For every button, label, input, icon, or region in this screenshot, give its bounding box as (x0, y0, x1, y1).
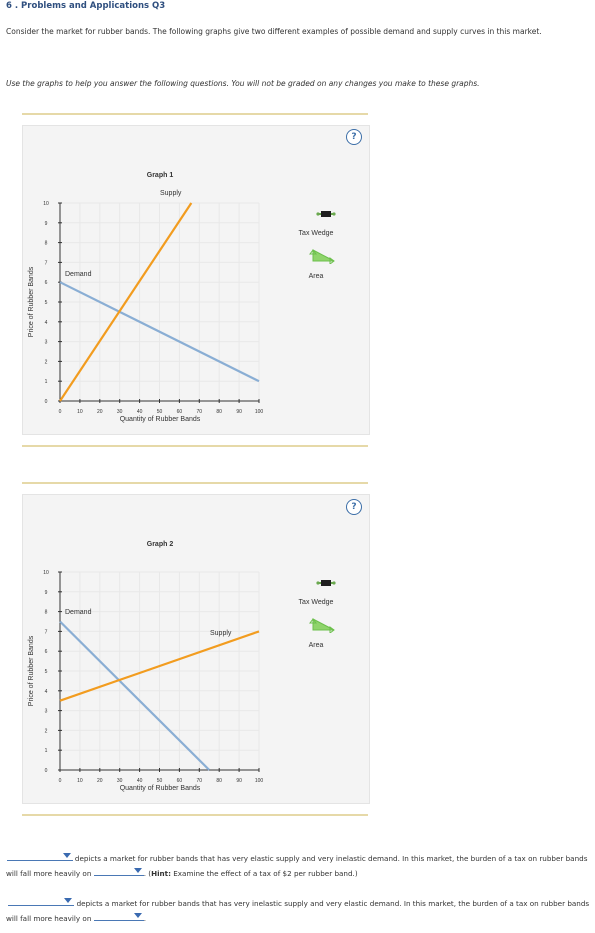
curve-label-supply: Supply (210, 630, 232, 637)
curve-label-supply: Supply (160, 190, 182, 197)
y-tick-label: 8 (45, 241, 48, 247)
x-tick-label: 40 (137, 409, 143, 415)
x-tick-label: 50 (157, 409, 163, 415)
tax-wedge-label: Tax Wedge (298, 599, 334, 606)
curve-label-demand: Demand (65, 271, 92, 278)
y-tick-label: 3 (45, 709, 48, 715)
question-2: depicts a market for rubber bands that h… (6, 896, 591, 926)
divider (22, 113, 368, 115)
chevron-down-icon (64, 898, 73, 903)
chevron-down-icon (62, 853, 71, 858)
y-tick-label: 5 (45, 300, 48, 306)
y-tick-label: 1 (45, 379, 48, 385)
x-tick-label: 80 (216, 778, 222, 784)
graph-1-plot[interactable]: 0 10 20 30 40 50 60 70 80 90 100 0 1 2 3 4 5 6 7 8 9 10 Demand… (23, 126, 369, 434)
y-tick-label: 10 (43, 570, 49, 576)
curve-demand (59, 620, 211, 771)
chevron-down-icon (133, 868, 142, 873)
y-tick-label: 8 (45, 610, 48, 616)
area-label: Area (308, 642, 324, 649)
y-tick-label: 10 (43, 201, 49, 207)
x-tick-label: 70 (197, 778, 203, 784)
graph-title: Graph 2 (147, 541, 174, 548)
y-axis-label: Price of Rubber Bands (28, 635, 35, 706)
graph-title: Graph 1 (147, 172, 174, 179)
x-tick-label: 90 (236, 409, 242, 415)
green-triangle-icon[interactable] (303, 248, 349, 265)
y-tick-label: 5 (45, 669, 48, 675)
x-tick-label: 80 (216, 409, 222, 415)
x-tick-label: 60 (177, 778, 183, 784)
y-tick-label: 4 (45, 320, 48, 326)
burden-select-1[interactable] (93, 866, 144, 876)
y-tick-label: 9 (45, 221, 48, 227)
x-tick-label: 0 (59, 778, 62, 784)
area-label: Area (308, 273, 324, 280)
y-tick-label: 6 (45, 649, 48, 655)
divider (22, 814, 368, 816)
y-tick-label: 1 (45, 748, 48, 754)
y-axis-label: Price of Rubber Bands (28, 266, 35, 337)
x-tick-label: 0 (59, 409, 62, 415)
x-tick-label: 70 (197, 409, 203, 415)
divider (22, 482, 368, 484)
y-tick-label: 7 (45, 260, 48, 266)
curve-demand (59, 281, 260, 383)
instructions-text: Use the graphs to help you answer the fo… (6, 79, 480, 88)
question-2-end: . (143, 914, 146, 923)
tax-wedge-tool[interactable] (303, 206, 349, 220)
y-tick-label: 0 (45, 768, 48, 774)
question-1-text: depicts a market for rubber bands that h… (6, 854, 588, 878)
green-triangle-icon[interactable] (303, 617, 349, 634)
x-tick-label: 60 (177, 409, 183, 415)
curve-supply (59, 202, 193, 402)
x-axis-label: Quantity of Rubber Bands (120, 416, 201, 423)
x-tick-label: 50 (157, 778, 163, 784)
graph-select-2[interactable] (8, 896, 75, 906)
area-tool[interactable] (303, 617, 349, 634)
tax-wedge-tool[interactable] (303, 575, 349, 589)
hint-text: Examine the effect of a tax of $2 per ru… (170, 869, 358, 878)
x-tick-label: 20 (97, 778, 103, 784)
x-tick-label: 30 (117, 778, 123, 784)
x-tick-label: 100 (255, 778, 264, 784)
page-title: 6 . Problems and Applications Q3 (6, 1, 166, 11)
graph-panel-1[interactable]: ? 0 10 20 30 40 50 60 70 80 90 100 0 1 2 3 4 5 6 7 8 9 10 Dema… (22, 125, 370, 435)
intro-text: Consider the market for rubber bands. Th… (6, 27, 542, 36)
y-tick-label: 2 (45, 728, 48, 734)
graph-2-plot[interactable]: 0 10 20 30 40 50 60 70 80 90 100 0 1 2 3 4 5 6 7 8 9 10 Demand… (23, 495, 369, 803)
x-tick-label: 90 (236, 778, 242, 784)
curve-supply (59, 630, 260, 702)
x-tick-label: 30 (117, 409, 123, 415)
curve-label-demand: Demand (65, 609, 92, 616)
question-1: depicts a market for rubber bands that h… (6, 851, 591, 881)
y-tick-label: 2 (45, 359, 48, 365)
chevron-down-icon (133, 913, 142, 918)
x-tick-label: 20 (97, 409, 103, 415)
help-icon[interactable]: ? (346, 499, 362, 515)
x-tick-label: 10 (77, 778, 83, 784)
graph-select-1[interactable] (6, 851, 73, 861)
tax-wedge-label: Tax Wedge (298, 230, 334, 237)
y-tick-label: 4 (45, 689, 48, 695)
y-tick-label: 9 (45, 590, 48, 596)
hint-label: Hint: (151, 869, 171, 878)
question-2-text: depicts a market for rubber bands that h… (6, 899, 590, 923)
area-tool[interactable] (303, 248, 349, 265)
y-tick-label: 3 (45, 340, 48, 346)
x-tick-label: 10 (77, 409, 83, 415)
burden-select-2[interactable] (93, 911, 144, 921)
hint-prefix: . ( (143, 869, 152, 878)
graph-panel-2[interactable]: ? 0 10 20 30 40 50 60 70 80 90 100 0 1 2 3 4 5 6 7 8 9 10 Dema… (22, 494, 370, 804)
tax-wedge-handle-icon[interactable] (303, 207, 349, 221)
x-axis-label: Quantity of Rubber Bands (120, 785, 201, 792)
x-tick-label: 40 (137, 778, 143, 784)
y-tick-label: 6 (45, 280, 48, 286)
y-tick-label: 7 (45, 629, 48, 635)
x-tick-label: 100 (255, 409, 264, 415)
help-icon[interactable]: ? (346, 129, 362, 145)
tax-wedge-handle-icon[interactable] (303, 576, 349, 590)
divider (22, 445, 368, 447)
y-tick-label: 0 (45, 399, 48, 405)
